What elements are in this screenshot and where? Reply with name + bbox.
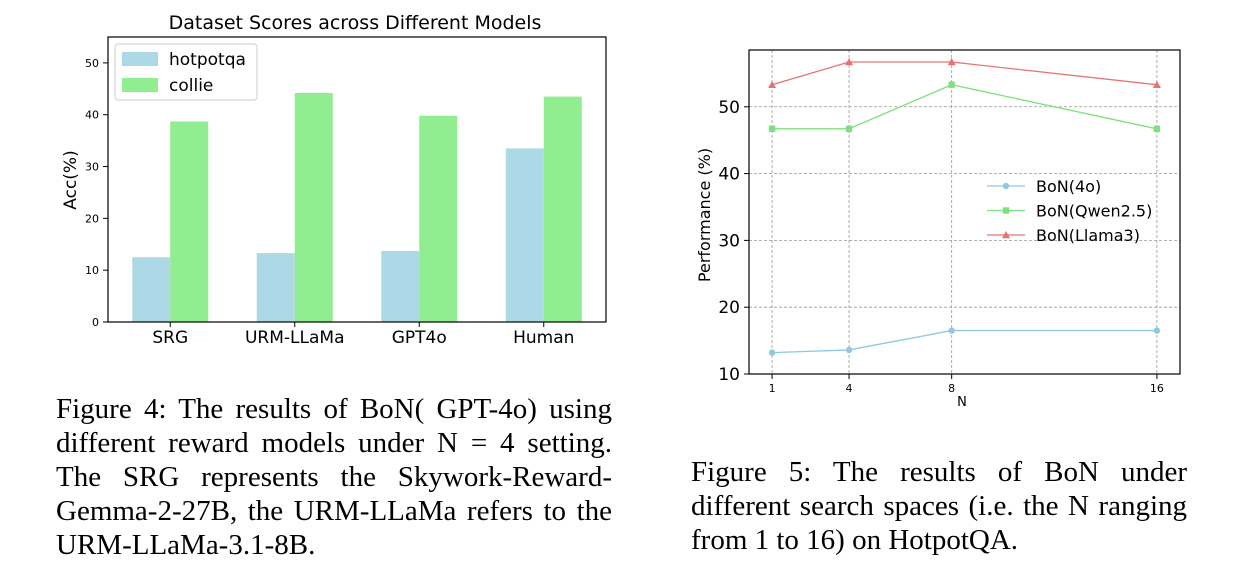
figure-4-caption: Figure 4: The results of BoN( GPT-4o) us… — [56, 393, 612, 561]
bar-collie-URM-LLaMa — [294, 92, 333, 322]
bar-collie-SRG — [170, 121, 209, 322]
bar-hotpotqa-SRG — [132, 257, 171, 322]
point-BoN(4o)-16 — [1153, 327, 1161, 334]
point-BoN(4o)-8 — [948, 327, 955, 334]
y-tick-label: 10 — [85, 264, 99, 277]
y-tick-label: 40 — [718, 165, 740, 185]
point-BoN(Qwen2.5)-8 — [948, 81, 955, 88]
y-tick-label: 20 — [718, 298, 740, 318]
y-tick-label: 20 — [85, 212, 99, 225]
legend-marker-BoN(4o) — [1002, 182, 1010, 190]
chart-title: Dataset Scores across Different Models — [169, 12, 542, 34]
bar-hotpotqa-Human — [505, 148, 544, 322]
bar-chart: Dataset Scores across Different Models A… — [61, 12, 607, 348]
bar-collie-GPT4o — [419, 115, 458, 322]
point-BoN(Qwen2.5)-1 — [768, 125, 776, 133]
series-lines — [768, 58, 1161, 356]
y-axis-ticks: 10 20 30 40 50 — [718, 98, 749, 385]
x-axis-ticks: SRG URM-LLaMa GPT4o Human — [152, 322, 574, 348]
x-tick-label: 4 — [846, 382, 853, 395]
series-BoN(4o) — [768, 327, 1161, 356]
x-tick-label: 8 — [948, 382, 955, 395]
y-tick-label: 50 — [85, 57, 99, 70]
y-tick-label: 40 — [85, 109, 99, 122]
y-tick-label: 10 — [718, 365, 740, 385]
y-axis-label: Acc(%) — [61, 150, 81, 209]
y-axis-ticks: 0 10 20 30 40 50 — [85, 57, 108, 329]
point-BoN(Llama3)-4 — [845, 58, 854, 66]
y-axis-label: Performance (%) — [695, 148, 714, 282]
series-BoN(Qwen2.5) — [768, 81, 1161, 133]
legend-swatch-hotpotqa — [122, 52, 158, 66]
legend-label-BoN(Qwen2.5): BoN(Qwen2.5) — [1036, 202, 1152, 221]
bar-collie-Human — [543, 96, 582, 322]
line-chart: Performance (%) N 10 20 30 40 50 1 4 8 16 BoN(4… — [695, 49, 1181, 410]
x-tick-label: 1 — [769, 382, 776, 395]
plot-frame — [107, 36, 607, 323]
y-tick-label: 0 — [92, 316, 99, 329]
x-tick-label: GPT4o — [392, 328, 447, 348]
legend: hotpotqa collie — [114, 43, 258, 101]
point-BoN(4o)-1 — [768, 349, 776, 356]
plot-frame — [748, 49, 1181, 375]
line-BoN(Qwen2.5) — [772, 84, 1158, 130]
line-BoN(4o) — [772, 329, 1157, 354]
y-tick-label: 30 — [718, 231, 740, 251]
legend-marker-BoN(Qwen2.5) — [1002, 207, 1010, 214]
series-BoN(Llama3) — [768, 58, 1161, 88]
line-BoN(Llama3) — [771, 61, 1157, 86]
x-axis-label: N — [957, 395, 967, 410]
legend-label-collie: collie — [169, 76, 213, 96]
bar-hotpotqa-GPT4o — [381, 251, 420, 322]
x-tick-label: Human — [513, 328, 574, 348]
legend: BoN(4o) BoN(Qwen2.5) BoN(Llama3) — [987, 177, 1152, 245]
legend-label-hotpotqa: hotpotqa — [169, 50, 246, 70]
x-tick-label: URM-LLaMa — [245, 328, 345, 348]
legend-label-BoN(Llama3): BoN(Llama3) — [1036, 226, 1140, 245]
point-BoN(Llama3)-16 — [1152, 80, 1161, 88]
bar-hotpotqa-URM-LLaMa — [256, 253, 295, 322]
point-BoN(Llama3)-8 — [947, 58, 956, 66]
point-BoN(4o)-4 — [845, 346, 853, 354]
x-axis-ticks: 1 4 8 16 — [769, 374, 1164, 395]
legend-label-BoN(4o): BoN(4o) — [1036, 177, 1101, 196]
y-tick-label: 50 — [718, 98, 740, 118]
point-BoN(Qwen2.5)-4 — [845, 125, 853, 133]
legend-marker-BoN(Llama3) — [1002, 231, 1010, 239]
legend-swatch-collie — [122, 78, 158, 92]
x-tick-label: SRG — [152, 328, 188, 348]
y-tick-label: 30 — [85, 161, 99, 174]
figure-5-caption: Figure 5: The results of BoN under diffe… — [691, 456, 1187, 556]
point-BoN(Llama3)-1 — [768, 80, 777, 88]
bars — [132, 92, 582, 322]
x-tick-label: 16 — [1150, 382, 1164, 395]
point-BoN(Qwen2.5)-16 — [1153, 125, 1161, 133]
